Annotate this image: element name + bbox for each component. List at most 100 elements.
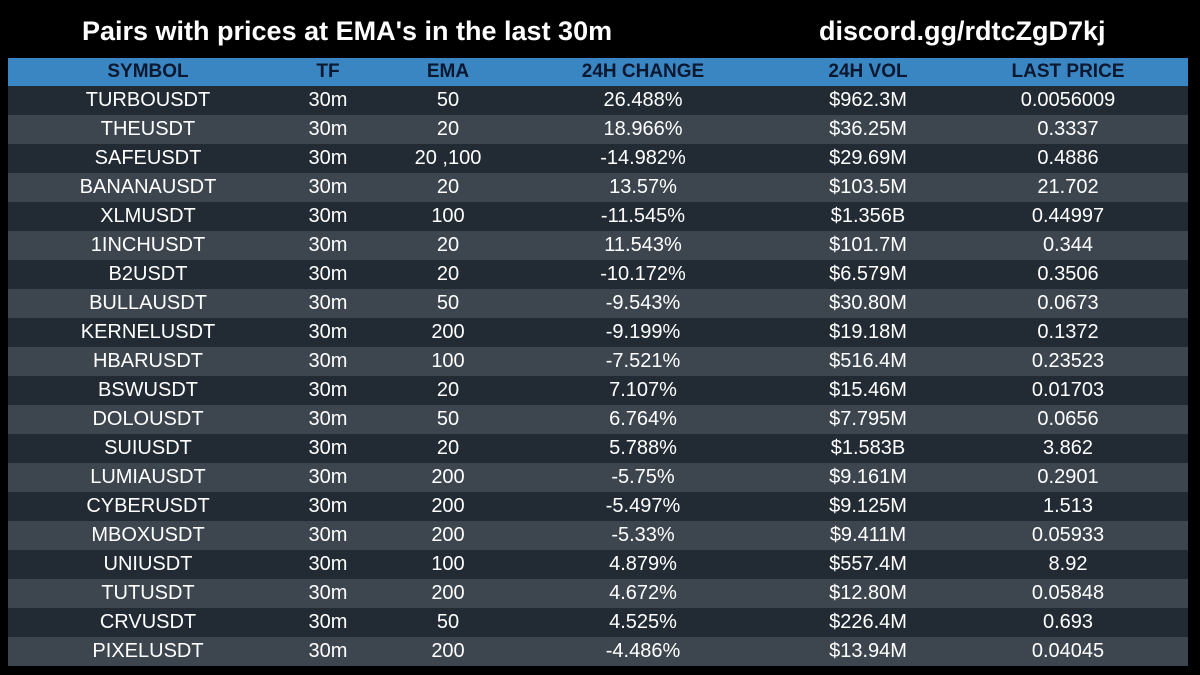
cell-ema: 200 [431, 495, 465, 517]
cell-ema: 200 [431, 524, 465, 546]
cell-ema: 200 [431, 582, 465, 604]
table-row: THEUSDT 30m 20 18.966% $36.25M 0.3337 [8, 115, 1188, 144]
cell-last-price: 0.0673 [1037, 292, 1099, 314]
cell-last-price: 0.0656 [1037, 408, 1099, 430]
cell-tf: 30m [308, 147, 348, 169]
cell-24h-vol: $6.579M [829, 263, 907, 285]
cell-tf: 30m [308, 176, 348, 198]
cell-24h-change: 26.488% [603, 89, 683, 111]
cell-last-price: 8.92 [1048, 553, 1088, 575]
table-row: XLMUSDT 30m 100 -11.545% $1.356B 0.44997 [8, 202, 1188, 231]
cell-24h-vol: $1.356B [830, 205, 906, 227]
cell-symbol: SUIUSDT [104, 437, 192, 459]
cell-last-price: 0.01703 [1031, 379, 1105, 401]
table-row: HBARUSDT 30m 100 -7.521% $516.4M 0.23523 [8, 347, 1188, 376]
cell-24h-change: 18.966% [603, 118, 683, 140]
cell-24h-change: -5.33% [611, 524, 675, 546]
cell-24h-vol: $12.80M [829, 582, 907, 604]
cell-24h-vol: $226.4M [829, 611, 907, 633]
cell-24h-change: -10.172% [600, 263, 686, 285]
cell-24h-vol: $15.46M [829, 379, 907, 401]
cell-tf: 30m [308, 321, 348, 343]
cell-tf: 30m [308, 437, 348, 459]
cell-symbol: SAFEUSDT [94, 147, 202, 169]
cell-24h-change: 4.525% [609, 611, 677, 633]
cell-tf: 30m [308, 611, 348, 633]
column-header-ema: EMA [426, 61, 470, 82]
column-header-last-price: LAST PRICE [1011, 61, 1125, 82]
cell-24h-vol: $9.161M [829, 466, 907, 488]
cell-symbol: BANANAUSDT [79, 176, 217, 198]
cell-24h-change: -5.497% [605, 495, 681, 517]
table-row: TUTUSDT 30m 200 4.672% $12.80M 0.05848 [8, 579, 1188, 608]
cell-ema: 50 [436, 408, 460, 430]
cell-ema: 100 [431, 553, 465, 575]
cell-tf: 30m [308, 263, 348, 285]
table-row: KERNELUSDT 30m 200 -9.199% $19.18M 0.1372 [8, 318, 1188, 347]
cell-last-price: 0.04045 [1031, 640, 1105, 662]
cell-24h-vol: $103.5M [829, 176, 907, 198]
cell-last-price: 0.344 [1042, 234, 1094, 256]
cell-last-price: 0.05933 [1031, 524, 1105, 546]
cell-24h-change: -4.486% [605, 640, 681, 662]
column-header-24h-vol: 24H VOL [828, 61, 908, 82]
cell-24h-vol: $7.795M [829, 408, 907, 430]
table-row: SAFEUSDT 30m 20 ,100 -14.982% $29.69M 0.4886 [8, 144, 1188, 173]
cell-tf: 30m [308, 350, 348, 372]
cell-symbol: CRVUSDT [99, 611, 197, 633]
cell-24h-vol: $29.69M [829, 147, 907, 169]
cell-tf: 30m [308, 495, 348, 517]
cell-tf: 30m [308, 640, 348, 662]
table-row: MBOXUSDT 30m 200 -5.33% $9.411M 0.05933 [8, 521, 1188, 550]
cell-tf: 30m [308, 118, 348, 140]
cell-last-price: 0.693 [1042, 611, 1094, 633]
cell-ema: 100 [431, 350, 465, 372]
table-row: BANANAUSDT 30m 20 13.57% $103.5M 21.702 [8, 173, 1188, 202]
table-row: UNIUSDT 30m 100 4.879% $557.4M 8.92 [8, 550, 1188, 579]
cell-symbol: THEUSDT [100, 118, 196, 140]
cell-tf: 30m [308, 553, 348, 575]
cell-24h-vol: $1.583B [830, 437, 906, 459]
cell-24h-change: 11.543% [604, 234, 682, 256]
cell-symbol: 1INCHUSDT [90, 234, 206, 256]
column-header-symbol: SYMBOL [107, 61, 189, 82]
cell-24h-vol: $30.80M [829, 292, 907, 314]
cell-24h-change: -9.543% [605, 292, 681, 314]
cell-last-price: 0.2901 [1037, 466, 1099, 488]
cell-24h-change: -5.75% [611, 466, 675, 488]
cell-last-price: 0.1372 [1037, 321, 1099, 343]
cell-last-price: 0.44997 [1031, 205, 1105, 227]
cell-last-price: 1.513 [1042, 495, 1094, 517]
cell-tf: 30m [308, 205, 348, 227]
cell-24h-vol: $13.94M [829, 640, 907, 662]
cell-symbol: XLMUSDT [100, 205, 196, 227]
cell-ema: 50 [436, 611, 460, 633]
table-row: 1INCHUSDT 30m 20 11.543% $101.7M 0.344 [8, 231, 1188, 260]
table-header-row: SYMBOL TF EMA 24H CHANGE 24H VOL LAST PR… [8, 58, 1188, 86]
table-row: LUMIAUSDT 30m 200 -5.75% $9.161M 0.2901 [8, 463, 1188, 492]
cell-tf: 30m [308, 466, 348, 488]
cell-24h-change: -11.545% [600, 205, 686, 227]
cell-symbol: CYBERUSDT [86, 495, 210, 517]
cell-24h-vol: $516.4M [829, 350, 907, 372]
cell-24h-vol: $101.7M [829, 234, 907, 256]
cell-24h-vol: $36.25M [829, 118, 907, 140]
cell-last-price: 0.4886 [1037, 147, 1099, 169]
cell-ema: 20 [436, 176, 460, 198]
cell-ema: 200 [431, 640, 465, 662]
cell-24h-change: 4.672% [609, 582, 677, 604]
table-row: DOLOUSDT 30m 50 6.764% $7.795M 0.0656 [8, 405, 1188, 434]
cell-symbol: B2USDT [108, 263, 188, 285]
cell-24h-vol: $9.411M [829, 524, 907, 546]
cell-last-price: 0.0056009 [1020, 89, 1116, 111]
discord-link[interactable]: discord.gg/rdtcZgD7kj [819, 16, 1106, 46]
cell-last-price: 21.702 [1037, 176, 1099, 198]
cell-ema: 20 [436, 118, 460, 140]
table-row: CYBERUSDT 30m 200 -5.497% $9.125M 1.513 [8, 492, 1188, 521]
cell-last-price: 0.23523 [1031, 350, 1105, 372]
pairs-table: SYMBOL TF EMA 24H CHANGE 24H VOL LAST PR… [8, 58, 1188, 666]
cell-24h-change: 4.879% [609, 553, 677, 575]
cell-24h-vol: $19.18M [829, 321, 907, 343]
cell-symbol: BULLAUSDT [89, 292, 207, 314]
cell-tf: 30m [308, 524, 348, 546]
